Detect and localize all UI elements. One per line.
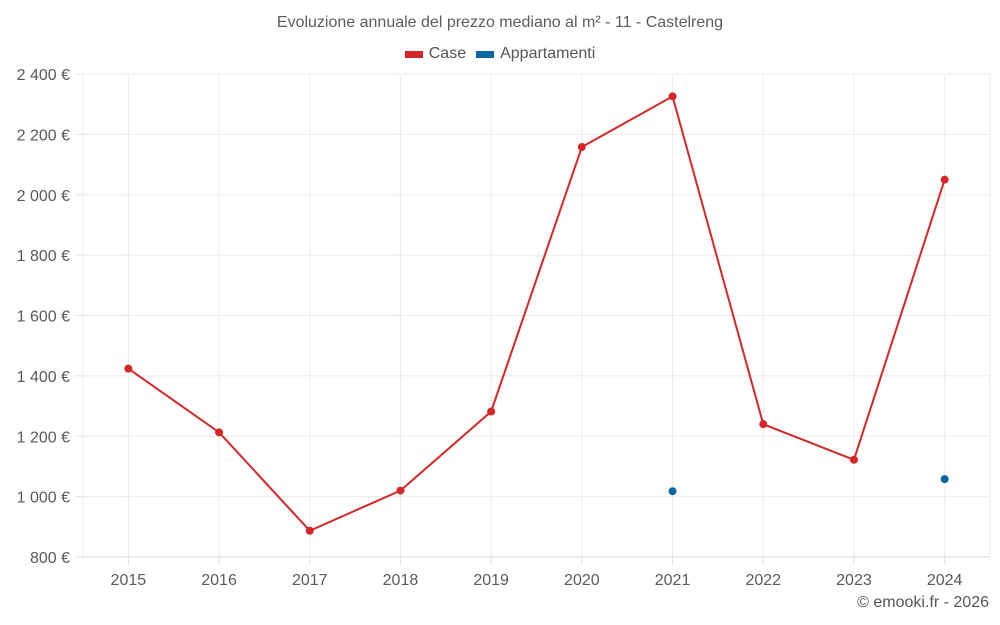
x-tick-label: 2020 <box>564 572 600 589</box>
data-point[interactable] <box>305 526 314 535</box>
y-tick-label: 2 400 € <box>17 67 70 84</box>
x-axis-ticks: 2015 2016 2017 2018 2019 2020 2021 2022 2023 2024 <box>111 557 963 589</box>
x-tick-label: 2019 <box>473 572 509 589</box>
data-point[interactable] <box>215 428 224 437</box>
data-point[interactable] <box>396 486 405 495</box>
data-point[interactable] <box>577 143 586 152</box>
legend-item-case[interactable]: Case <box>404 45 467 63</box>
data-point[interactable] <box>940 175 949 184</box>
legend-swatch-appartamenti-icon <box>476 50 495 58</box>
legend-label-appartamenti: Appartamenti <box>500 45 596 62</box>
y-tick-label: 1 400 € <box>17 369 70 386</box>
legend-label-case: Case <box>428 45 467 62</box>
y-tick-label: 2 000 € <box>17 188 70 205</box>
x-tick-label: 2021 <box>655 572 691 589</box>
y-axis-ticks: 800 € 1 000 € 1 200 € 1 400 € 1 600 € 1 800 €… <box>17 67 83 567</box>
data-point[interactable] <box>124 364 133 373</box>
chart-legend: Case Appartamenti <box>0 45 1000 63</box>
legend-item-appartamenti[interactable]: Appartamenti <box>476 45 595 63</box>
x-tick-label: 2018 <box>383 572 419 589</box>
legend-swatch-case-icon <box>404 50 423 58</box>
series-case <box>124 92 949 535</box>
data-point[interactable] <box>940 475 949 484</box>
data-point[interactable] <box>759 420 768 429</box>
series-appartamenti <box>668 475 949 496</box>
x-tick-label: 2017 <box>292 572 328 589</box>
y-tick-label: 800 € <box>30 550 70 567</box>
chart-title: Evoluzione annuale del prezzo mediano al… <box>276 14 724 31</box>
x-tick-label: 2015 <box>111 572 147 589</box>
gridlines <box>82 73 991 557</box>
y-tick-label: 1 200 € <box>17 429 70 446</box>
series-line <box>127 95 946 532</box>
x-tick-label: 2016 <box>201 572 237 589</box>
y-tick-label: 1 800 € <box>17 248 70 265</box>
y-tick-label: 2 200 € <box>17 127 70 144</box>
data-point[interactable] <box>668 487 677 496</box>
x-tick-label: 2023 <box>836 572 872 589</box>
y-tick-label: 1 600 € <box>17 309 70 326</box>
x-tick-label: 2022 <box>745 572 781 589</box>
data-point[interactable] <box>668 92 677 101</box>
y-tick-label: 1 000 € <box>17 490 70 507</box>
x-tick-label: 2024 <box>927 572 963 589</box>
data-point[interactable] <box>487 407 496 416</box>
data-series <box>124 92 949 535</box>
data-point[interactable] <box>849 455 858 464</box>
copyright-credit: © emooki.fr - 2026 <box>857 594 989 611</box>
